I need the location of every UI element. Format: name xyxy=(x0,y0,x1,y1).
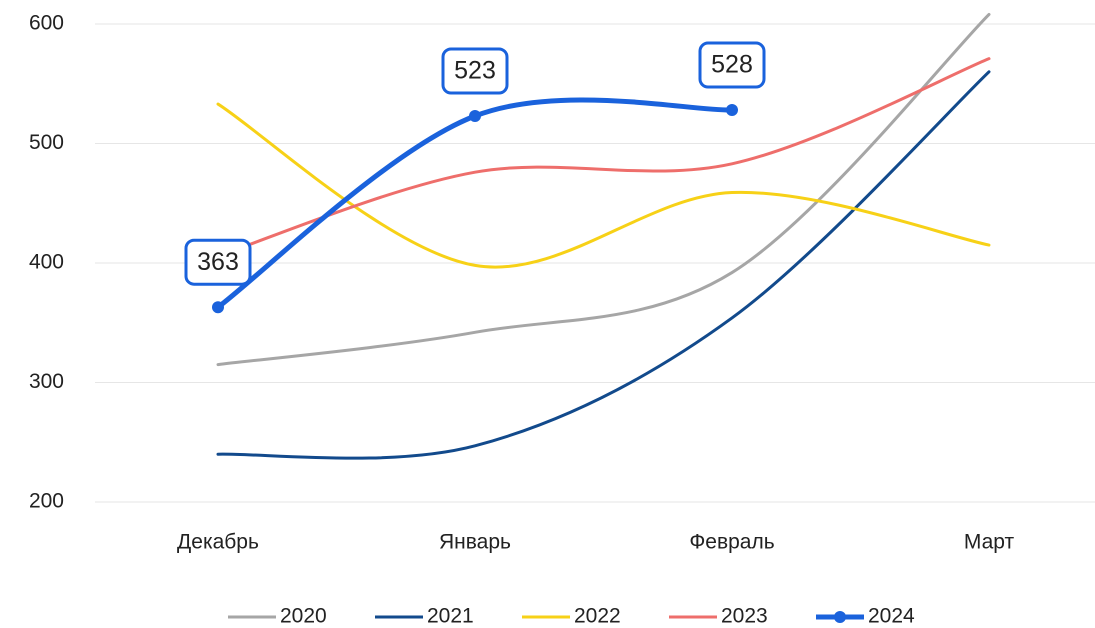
data-label: 528 xyxy=(711,51,753,79)
legend-label: 2020 xyxy=(280,605,327,628)
y-tick-label: 500 xyxy=(29,131,64,154)
data-label-box xyxy=(441,47,509,95)
data-label-box xyxy=(698,41,766,89)
x-tick-label: Январь xyxy=(439,531,511,554)
marker xyxy=(212,301,224,314)
series-line xyxy=(216,70,991,460)
y-tick-label: 200 xyxy=(29,490,64,513)
series-line xyxy=(216,12,991,367)
x-tick-label: Март xyxy=(964,531,1015,554)
series-line xyxy=(216,102,991,269)
legend-label: 2022 xyxy=(574,605,621,628)
legend-label: 2024 xyxy=(868,605,915,628)
legend-label: 2023 xyxy=(721,605,768,628)
marker xyxy=(726,104,738,117)
series-line xyxy=(216,57,991,258)
series-line xyxy=(215,97,735,310)
data-label: 363 xyxy=(197,248,239,276)
data-label: 523 xyxy=(454,57,496,85)
y-tick-label: 400 xyxy=(29,251,64,274)
x-tick-label: Февраль xyxy=(689,531,774,554)
legend-label: 2021 xyxy=(427,605,474,628)
legend-marker xyxy=(834,611,846,623)
marker xyxy=(469,110,481,123)
y-tick-label: 600 xyxy=(29,12,64,35)
data-label-box xyxy=(184,238,252,286)
x-tick-label: Декабрь xyxy=(177,531,259,554)
y-tick-label: 300 xyxy=(29,370,64,393)
